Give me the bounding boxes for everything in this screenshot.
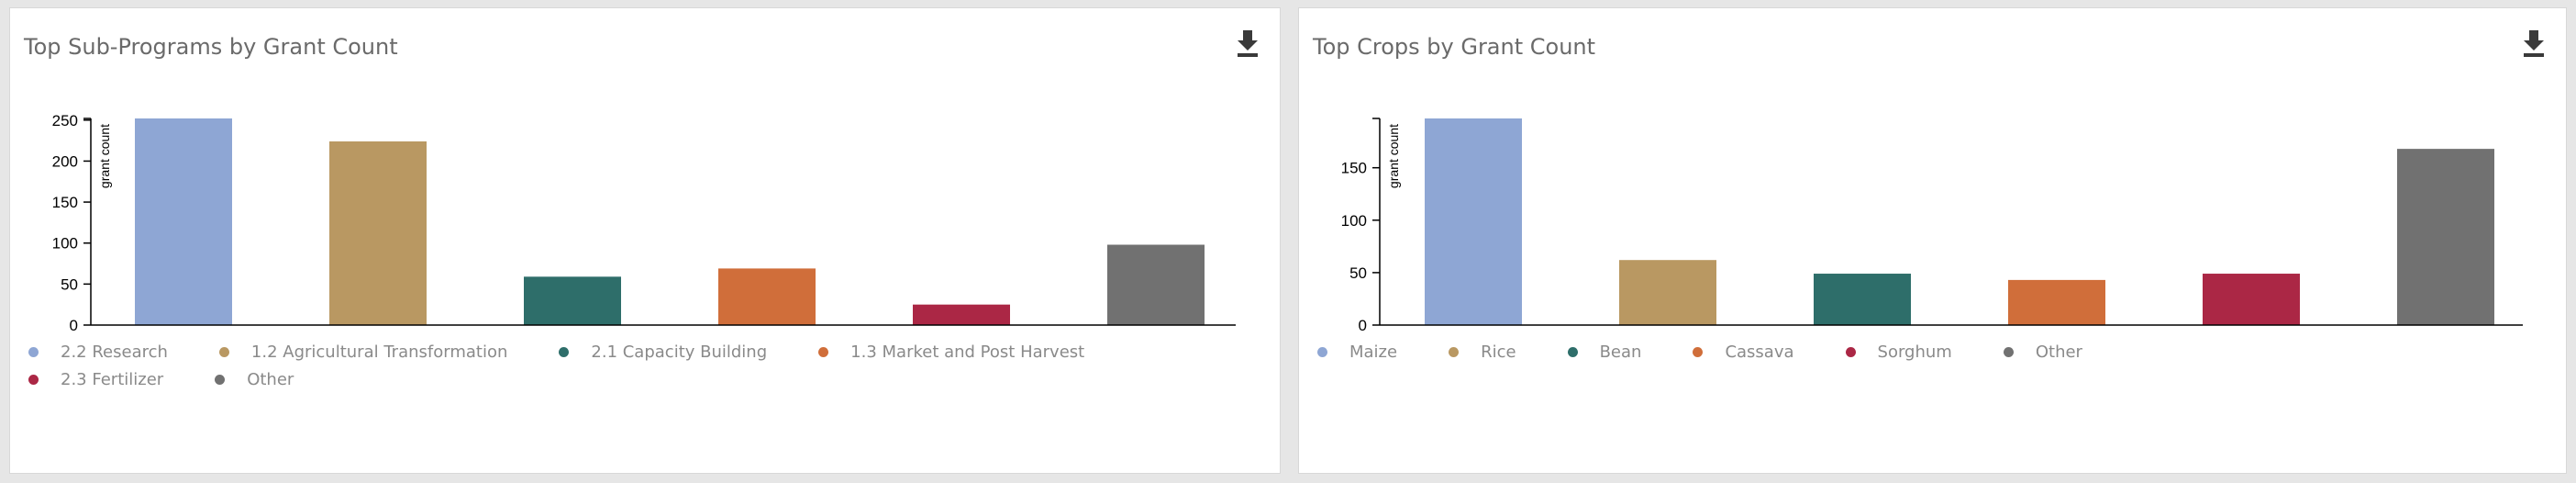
legend-swatch	[818, 346, 829, 357]
bar-chart: 0 50 100 150 grant count	[1341, 118, 2523, 334]
legend-swatch	[559, 346, 570, 357]
crops-chart-panel: Top Crops by Grant Count 0 50 100 150 grant …	[1298, 7, 2567, 474]
legend-label: 2.2 Research	[61, 342, 168, 362]
legend-item[interactable]: Rice	[1449, 342, 1516, 362]
bar-cassava[interactable]	[2008, 279, 2105, 325]
bar-rice[interactable]	[1619, 260, 1716, 325]
bar-1-3-market-and-post-harvest[interactable]	[718, 268, 816, 325]
y-tick-label: 100	[52, 235, 78, 253]
legend-item[interactable]: 1.2 Agricultural Transformation	[218, 342, 508, 362]
bar-chart: 0 50 100 150 200 250 grant count	[52, 112, 1236, 334]
legend-item[interactable]: Maize	[1317, 342, 1398, 362]
download-icon	[2524, 30, 2544, 57]
bar-bean[interactable]	[1814, 274, 1911, 325]
bar-1-2-agricultural-transformation[interactable]	[329, 141, 427, 325]
legend-label: 2.1 Capacity Building	[591, 342, 768, 362]
legend-item[interactable]: Bean	[1567, 342, 1642, 362]
y-tick-label: 0	[70, 317, 78, 334]
legend-label: Rice	[1481, 342, 1516, 362]
y-tick-label: 50	[61, 275, 78, 293]
legend-label: Other	[2035, 342, 2082, 362]
legend-item[interactable]: 2.3 Fertilizer	[28, 369, 164, 389]
legend-item[interactable]: 2.1 Capacity Building	[559, 342, 768, 362]
legend-item[interactable]: Sorghum	[1845, 342, 1952, 362]
legend-swatch	[1317, 346, 1327, 357]
legend-item[interactable]: Other	[215, 369, 294, 389]
legend-swatch	[1845, 346, 1856, 357]
legend-item[interactable]: Cassava	[1693, 342, 1794, 362]
legend-label: Sorghum	[1877, 342, 1952, 362]
legend-item[interactable]: 2.2 Research	[28, 342, 168, 362]
legend-label: 1.2 Agricultural Transformation	[250, 342, 508, 362]
y-tick-label: 200	[52, 152, 78, 170]
y-axis-label: grant count	[1386, 124, 1401, 188]
legend-swatch	[1449, 346, 1460, 357]
legend-label: Other	[247, 369, 294, 389]
chart-title: Top Sub-Programs by Grant Count	[24, 34, 398, 60]
chart-legend: 2.2 Research 1.2 Agricultural Transformat…	[28, 342, 1221, 389]
legend-swatch	[218, 346, 229, 357]
legend-swatch	[2003, 346, 2014, 357]
legend-label: Cassava	[1725, 342, 1794, 362]
chart-title: Top Crops by Grant Count	[1313, 34, 1596, 60]
y-tick-label: 0	[1359, 317, 1367, 334]
bar-2-1-capacity-building[interactable]	[524, 276, 621, 325]
legend-swatch	[28, 374, 39, 385]
y-axis-label: grant count	[97, 124, 112, 188]
legend-swatch	[1567, 346, 1578, 357]
download-button[interactable]	[1234, 27, 1261, 60]
legend-label: Bean	[1599, 342, 1642, 362]
legend-swatch	[215, 374, 226, 385]
sub-programs-chart-panel: Top Sub-Programs by Grant Count 0 50 100 15…	[9, 7, 1281, 474]
y-tick-label: 150	[52, 194, 78, 211]
legend-swatch	[1693, 346, 1704, 357]
y-tick-label: 50	[1349, 264, 1367, 282]
legend-label: 2.3 Fertilizer	[61, 369, 164, 389]
download-icon	[1238, 30, 1258, 57]
download-button[interactable]	[2520, 27, 2548, 60]
chart-legend: Maize Rice Bean Cassava Sorghum Other	[1317, 342, 2510, 362]
bar-other[interactable]	[2397, 149, 2494, 325]
legend-swatch	[28, 346, 39, 357]
y-tick-label: 150	[1341, 160, 1367, 177]
legend-label: Maize	[1349, 342, 1398, 362]
legend-item[interactable]: 1.3 Market and Post Harvest	[818, 342, 1085, 362]
bar-maize[interactable]	[1425, 118, 1522, 325]
legend-item[interactable]: Other	[2003, 342, 2082, 362]
legend-label: 1.3 Market and Post Harvest	[850, 342, 1085, 362]
bar-other[interactable]	[1107, 244, 1205, 326]
y-tick-label: 100	[1341, 212, 1367, 230]
y-tick-label: 250	[52, 112, 78, 129]
bar-sorghum[interactable]	[2203, 274, 2300, 325]
bar-2-2-research[interactable]	[135, 118, 232, 325]
bar-2-3-fertilizer[interactable]	[913, 304, 1010, 325]
